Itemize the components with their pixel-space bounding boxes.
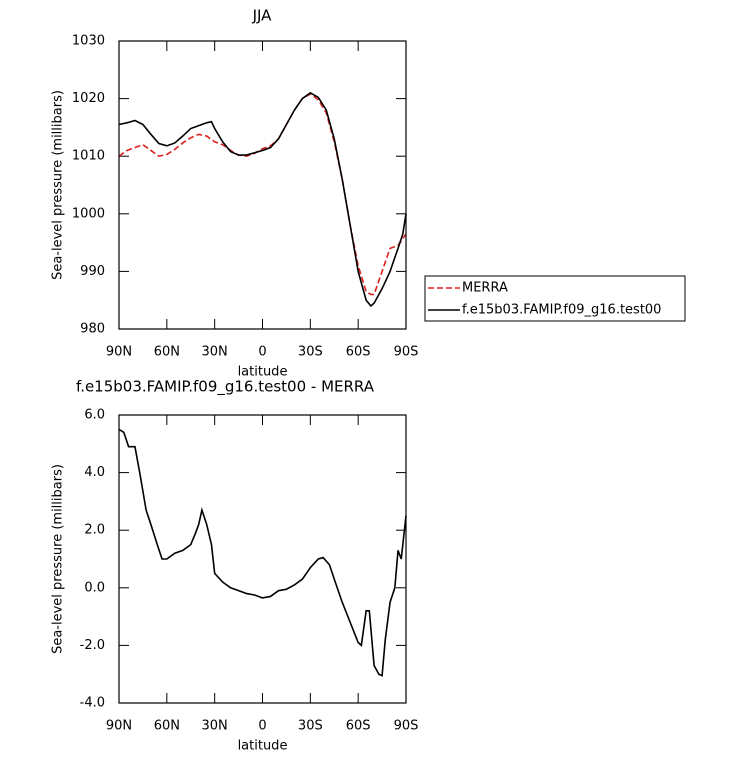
x-tick-label: 90N <box>106 345 132 360</box>
x-tick-label: 30N <box>202 719 228 734</box>
series-line <box>118 428 407 677</box>
chart-title: JJA <box>252 7 273 25</box>
legend-label: f.e15b03.FAMIP.f09_g16.test00 <box>462 303 661 318</box>
x-tick-label: 0 <box>258 345 266 360</box>
y-tick-label: 1030 <box>72 34 105 49</box>
y-tick-label: 980 <box>80 322 105 337</box>
plot-frame <box>118 40 407 330</box>
series-line <box>118 93 407 296</box>
y-tick-label: 4.0 <box>84 465 105 480</box>
y-tick-label: -2.0 <box>80 638 105 653</box>
x-axis-label: latitude <box>238 739 288 754</box>
chart-title: f.e15b03.FAMIP.f09_g16.test00 - MERRA <box>76 378 375 397</box>
y-tick-label: -4.0 <box>80 696 105 711</box>
x-axis-label: latitude <box>238 365 288 380</box>
x-tick-label: 60N <box>154 719 180 734</box>
y-axis-label: Sea-level pressure (millibars) <box>51 464 66 654</box>
y-tick-label: 1010 <box>72 149 105 164</box>
y-tick-label: 990 <box>80 264 105 279</box>
y-tick-label: 0.0 <box>84 580 105 595</box>
y-tick-label: 2.0 <box>84 523 105 538</box>
x-tick-label: 90S <box>394 345 419 360</box>
series-line <box>118 91 407 308</box>
x-tick-label: 30S <box>298 345 323 360</box>
y-tick-label: 6.0 <box>84 408 105 423</box>
x-tick-label: 90S <box>394 719 419 734</box>
legend-label: MERRA <box>462 281 508 296</box>
x-tick-label: 60S <box>346 719 371 734</box>
x-tick-label: 30S <box>298 719 323 734</box>
x-tick-label: 0 <box>258 719 266 734</box>
legend-box <box>424 275 686 322</box>
y-tick-label: 1020 <box>72 91 105 106</box>
y-tick-label: 1000 <box>72 206 105 221</box>
x-tick-label: 60N <box>154 345 180 360</box>
x-tick-label: 60S <box>346 345 371 360</box>
x-tick-label: 90N <box>106 719 132 734</box>
x-tick-label: 30N <box>202 345 228 360</box>
plot-frame <box>118 414 407 704</box>
y-axis-label: Sea-level pressure (millibars) <box>51 90 66 280</box>
